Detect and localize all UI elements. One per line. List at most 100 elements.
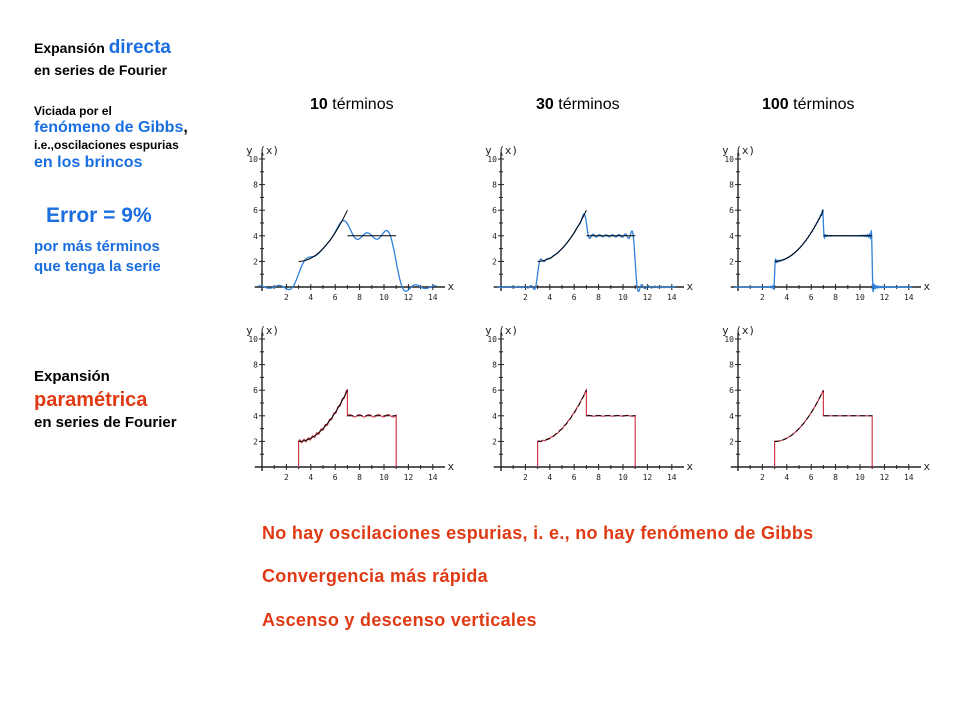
y-tick-label: 4 (492, 232, 497, 241)
x-tick-label: 6 (572, 293, 577, 302)
x-tick-label: 4 (547, 473, 552, 482)
x-tick-label: 2 (760, 473, 765, 482)
y-axis-label: y (x) (246, 324, 279, 337)
y-tick-label: 10 (724, 335, 734, 344)
exact-curve (298, 389, 348, 442)
x-tick-label: 4 (308, 473, 313, 482)
y-axis-label: y (x) (485, 324, 518, 337)
header-10-terms: 10 términos (310, 96, 394, 113)
y-axis-label: y (x) (246, 144, 279, 157)
y-tick-label: 2 (253, 257, 258, 266)
y-tick-label: 8 (729, 361, 734, 370)
y-axis-label: y (x) (722, 144, 755, 157)
x-tick-label: 4 (547, 293, 552, 302)
y-tick-label: 4 (253, 412, 258, 421)
y-tick-label: 8 (253, 361, 258, 370)
x-tick-label: 14 (428, 293, 438, 302)
x-tick-label: 12 (643, 473, 653, 482)
header-100-terms: 100 términos (762, 96, 855, 113)
y-tick-label: 10 (724, 155, 734, 164)
gibbs-comma: , (183, 119, 188, 136)
y-tick-label: 10 (487, 155, 497, 164)
gibbs-note: Viciada por el fenómeno de Gibbs, i.e.,o… (34, 104, 188, 173)
x-tick-label: 6 (572, 473, 577, 482)
y-tick-label: 2 (729, 437, 734, 446)
y-axis-label: y (x) (485, 144, 518, 157)
gibbs-phrase: fenómeno de Gibbs (34, 119, 184, 136)
x-tick-label: 14 (667, 473, 677, 482)
fourier-curve-parametrica (537, 388, 636, 467)
x-tick-label: 8 (596, 293, 601, 302)
x-axis-label: x (923, 280, 930, 293)
y-tick-label: 2 (253, 437, 258, 446)
x-tick-label: 6 (333, 293, 338, 302)
y-tick-label: 2 (492, 257, 497, 266)
x-tick-label: 4 (784, 473, 789, 482)
x-tick-label: 8 (357, 293, 362, 302)
conclusion-vertical: Ascenso y descenso verticales (262, 610, 537, 630)
y-tick-label: 2 (492, 437, 497, 446)
y-tick-label: 4 (729, 232, 734, 241)
y-tick-label: 8 (492, 361, 497, 370)
fourier-curve-directa (497, 213, 676, 293)
x-tick-label: 6 (809, 293, 814, 302)
y-tick-label: 4 (492, 412, 497, 421)
y-tick-label: 8 (253, 181, 258, 190)
exact-curve (537, 389, 587, 442)
param-line2: en series de Fourier (34, 414, 177, 431)
x-tick-label: 2 (760, 293, 765, 302)
x-tick-label: 14 (428, 473, 438, 482)
x-tick-label: 8 (833, 473, 838, 482)
x-tick-label: 12 (643, 293, 653, 302)
fourier-curve-directa (258, 219, 437, 292)
y-tick-label: 8 (492, 181, 497, 190)
x-tick-label: 10 (379, 293, 389, 302)
y-tick-label: 4 (253, 232, 258, 241)
exact-curve (298, 209, 348, 262)
param-line1: Expansión (34, 368, 110, 385)
param-word: paramétrica (34, 389, 148, 411)
fourier-curve-parametrica (298, 388, 397, 467)
y-tick-label: 4 (729, 412, 734, 421)
conclusion-no-gibbs: No hay oscilaciones espurias, i. e., no … (262, 523, 814, 543)
x-tick-label: 6 (809, 473, 814, 482)
x-tick-label: 14 (667, 293, 677, 302)
y-tick-label: 10 (248, 335, 258, 344)
x-tick-label: 10 (379, 473, 389, 482)
error-label: Error = 9% (46, 204, 152, 227)
exact-curve (774, 209, 824, 262)
x-tick-label: 10 (618, 293, 628, 302)
y-tick-label: 6 (492, 386, 497, 395)
direct-title: Expansión directa en series de Fourier (34, 37, 171, 81)
x-tick-label: 10 (855, 473, 865, 482)
exact-curve (774, 389, 824, 442)
y-tick-label: 6 (253, 206, 258, 215)
conclusion-faster: Convergencia más rápida (262, 566, 488, 586)
x-axis-label: x (447, 460, 454, 473)
direct-prefix: Expansión (34, 40, 109, 56)
x-tick-label: 10 (618, 473, 628, 482)
x-tick-label: 8 (596, 473, 601, 482)
more-terms-2: que tenga la serie (34, 258, 161, 275)
direct-word: directa (108, 37, 171, 58)
y-tick-label: 6 (253, 386, 258, 395)
x-tick-label: 10 (855, 293, 865, 302)
x-tick-label: 14 (904, 293, 914, 302)
x-tick-label: 14 (904, 473, 914, 482)
y-axis-label: y (x) (722, 324, 755, 337)
x-tick-label: 2 (284, 473, 289, 482)
exact-curve (537, 209, 587, 262)
x-tick-label: 2 (284, 293, 289, 302)
y-tick-label: 10 (487, 335, 497, 344)
x-tick-label: 12 (404, 293, 414, 302)
